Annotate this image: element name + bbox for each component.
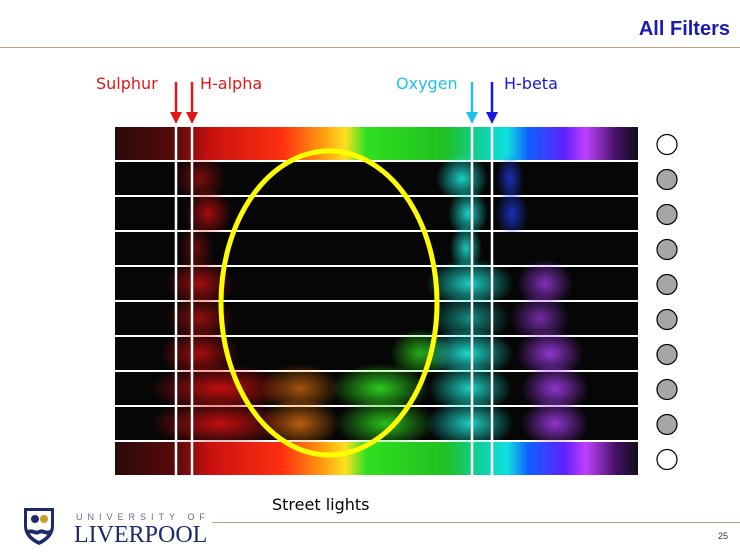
spectrum-row — [115, 188, 638, 239]
h-alpha-arrow — [186, 82, 198, 124]
filter-indicator-circle — [656, 413, 678, 436]
logo-main-text: LIVERPOOL — [74, 522, 208, 548]
sulphur-label: Sulphur — [96, 74, 158, 93]
spectra-rows — [115, 127, 638, 475]
filter-indicator-circle — [656, 168, 678, 191]
filter-indicator-circle — [656, 133, 678, 156]
logo-top-text: UNIVERSITY OF — [76, 512, 210, 522]
footer-divider — [212, 522, 740, 523]
crest-icon — [24, 508, 54, 545]
filter-indicator-circle — [656, 378, 678, 401]
filter-indicators — [656, 133, 678, 471]
spectrum-row — [115, 442, 638, 475]
filter-indicator-circle — [656, 343, 678, 366]
street-lights-label: Street lights — [272, 495, 370, 514]
slide-title: All Filters — [638, 18, 730, 40]
oxygen-label: Oxygen — [396, 74, 458, 93]
filter-indicator-circle — [656, 238, 678, 261]
filter-indicator-circle — [656, 448, 678, 471]
h-beta-arrow — [486, 82, 498, 124]
h-beta-label: H-beta — [504, 74, 558, 93]
filter-indicator-circle — [656, 273, 678, 296]
h-alpha-label: H-alpha — [200, 74, 263, 93]
title-divider — [0, 47, 740, 48]
sulphur-arrow — [170, 82, 182, 124]
university-logo: UNIVERSITY OF LIVERPOOL — [22, 504, 212, 550]
filter-indicator-circle — [656, 203, 678, 226]
filter-indicator-circle — [656, 308, 678, 331]
oxygen-arrow — [466, 82, 478, 124]
page-number: 25 — [717, 531, 728, 541]
street-lights-ellipse — [218, 148, 440, 458]
reference-lines — [174, 126, 494, 476]
